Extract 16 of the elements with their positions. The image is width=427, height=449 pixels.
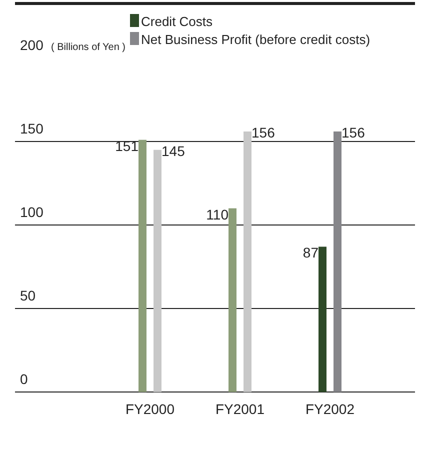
x-tick-label: FY2002 [305, 401, 355, 417]
y-tick-label: 100 [20, 204, 44, 220]
data-label: 87 [302, 244, 319, 261]
y-tick-label: 150 [20, 120, 44, 136]
y-axis-title: ( Billions of Yen ) [51, 42, 126, 53]
legend-label: Credit Costs [141, 14, 214, 29]
x-tick-label: FY2000 [125, 401, 175, 417]
data-label: 110 [206, 206, 229, 222]
x-tick-label: FY2001 [215, 401, 265, 417]
y-tick-label: 200 [20, 37, 44, 53]
data-label: 156 [342, 124, 366, 140]
legend-label: Net Business Profit (before credit costs) [141, 32, 370, 47]
data-label: 145 [162, 142, 186, 159]
y-tick-label: 50 [20, 288, 36, 304]
data-label: 156 [252, 124, 276, 140]
y-tick-label: 0 [20, 371, 28, 387]
